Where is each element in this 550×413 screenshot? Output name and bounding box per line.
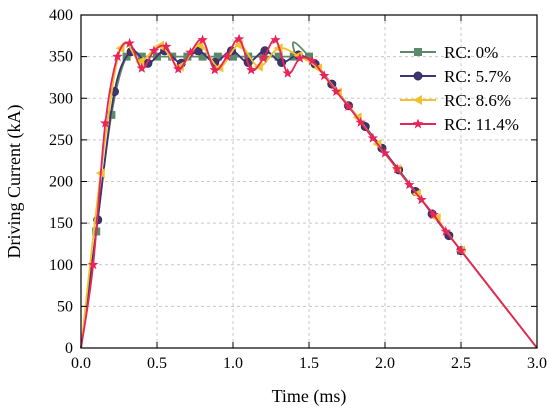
series-layer	[80, 33, 538, 349]
y-tick-label: 0	[65, 340, 73, 357]
data-point	[416, 194, 427, 205]
data-point	[233, 33, 245, 44]
data-point	[270, 34, 281, 45]
data-point	[428, 209, 439, 220]
legend-item: RC: 0%	[400, 43, 498, 62]
data-point	[391, 163, 403, 174]
y-tick-label: 150	[49, 215, 73, 232]
legend-swatch-marker	[414, 48, 422, 56]
series-3	[80, 39, 538, 349]
data-point	[343, 101, 354, 112]
data-point	[221, 51, 233, 62]
data-point	[173, 63, 184, 74]
data-point	[455, 245, 467, 256]
data-point	[258, 52, 269, 63]
y-tick-label: 350	[49, 49, 73, 66]
data-point	[404, 179, 415, 190]
data-point	[160, 41, 172, 52]
data-point	[318, 70, 330, 81]
legend-swatch-marker	[412, 118, 424, 129]
x-axis-label: Time (ms)	[272, 386, 347, 407]
data-point	[440, 225, 452, 236]
data-point	[274, 52, 283, 61]
y-tick-label: 50	[57, 298, 73, 315]
data-point	[198, 52, 207, 61]
y-tick-label: 400	[49, 7, 73, 24]
grid	[81, 15, 537, 348]
data-point	[137, 52, 146, 61]
legend-item: RC: 5.7%	[400, 67, 511, 86]
data-point	[244, 52, 253, 61]
data-point	[185, 46, 196, 57]
legend-label: RC: 8.6%	[444, 91, 511, 110]
data-point	[331, 86, 342, 97]
legend-label: RC: 11.4%	[444, 115, 519, 134]
data-point	[306, 55, 318, 66]
data-point	[305, 52, 313, 61]
data-point	[294, 52, 306, 63]
y-axis-label: Driving Current (kA)	[4, 105, 25, 259]
data-point	[355, 116, 366, 127]
x-tick-label: 0.5	[147, 355, 167, 372]
x-tick-label: 3.0	[527, 355, 547, 372]
x-tick-label: 2.5	[451, 355, 471, 372]
data-point	[229, 52, 237, 61]
x-tick-label: 1.5	[299, 355, 319, 372]
data-point	[112, 51, 123, 62]
data-point	[87, 259, 99, 270]
data-point	[246, 64, 257, 75]
data-point	[197, 34, 208, 45]
data-point	[136, 62, 148, 73]
data-point	[367, 132, 379, 143]
y-tick-label: 250	[49, 132, 73, 149]
x-tick-label: 2.0	[375, 355, 395, 372]
legend: RC: 0% RC: 5.7% RC: 8.6% RC: 11.4%	[400, 43, 519, 134]
data-point	[209, 64, 220, 75]
tick-labels: 0.0 0.5 1.0 1.5 2.0 2.5 3.0 0 50 100 150 200 250 300 3…	[49, 7, 547, 372]
legend-label: RC: 0%	[444, 43, 498, 62]
legend-swatch-marker	[413, 71, 423, 81]
x-tick-label: 0.0	[71, 355, 91, 372]
y-tick-label: 300	[49, 90, 73, 107]
data-point	[379, 147, 391, 158]
data-point	[100, 117, 111, 128]
legend-item: RC: 8.6%	[400, 91, 511, 110]
data-point	[213, 52, 222, 61]
axis-ticks	[80, 14, 538, 349]
y-tick-label: 100	[49, 257, 73, 274]
x-tick-label: 1.0	[223, 355, 243, 372]
y-tick-label: 200	[49, 174, 73, 191]
legend-swatch-marker	[413, 95, 422, 105]
data-point	[148, 45, 160, 56]
data-point	[124, 37, 135, 48]
legend-item: RC: 11.4%	[400, 115, 519, 134]
legend-label: RC: 5.7%	[444, 67, 511, 86]
series-4	[80, 33, 538, 349]
data-point	[282, 67, 293, 78]
